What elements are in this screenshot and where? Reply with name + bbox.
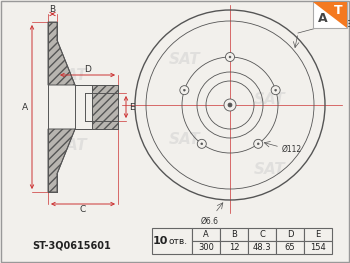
Text: A: A (318, 13, 328, 26)
Text: SAT: SAT (254, 163, 286, 178)
Polygon shape (75, 85, 92, 129)
Text: 300: 300 (198, 243, 214, 252)
Text: Ø112: Ø112 (282, 144, 302, 154)
Text: SAT: SAT (169, 133, 201, 148)
Text: SAT: SAT (254, 93, 286, 108)
Text: D: D (287, 230, 293, 239)
Circle shape (228, 103, 232, 107)
Bar (220, 228, 248, 241)
Text: C: C (80, 205, 86, 215)
Polygon shape (92, 85, 118, 129)
Text: ST-3Q0615601: ST-3Q0615601 (33, 241, 111, 251)
Text: Ø6.6: Ø6.6 (201, 217, 219, 226)
Text: 48.3: 48.3 (253, 243, 271, 252)
Bar (192, 228, 220, 241)
Circle shape (225, 53, 234, 62)
Bar (276, 241, 304, 254)
Text: SAT: SAT (169, 53, 201, 68)
Bar (192, 241, 220, 254)
Circle shape (197, 139, 206, 148)
Text: отв.: отв. (168, 236, 188, 245)
Circle shape (201, 143, 203, 145)
Text: Ø15.3(9): Ø15.3(9) (330, 21, 350, 29)
Bar (313, 2, 347, 28)
Bar (248, 228, 276, 241)
Text: 10: 10 (152, 236, 168, 246)
Bar (304, 241, 332, 254)
Circle shape (254, 139, 263, 148)
Circle shape (271, 86, 280, 95)
Text: E: E (315, 230, 321, 239)
Polygon shape (313, 2, 347, 28)
Bar (152, 228, 192, 254)
Circle shape (180, 86, 189, 95)
Circle shape (183, 89, 186, 91)
Text: SAT: SAT (56, 68, 88, 83)
Circle shape (229, 56, 231, 58)
Text: B: B (231, 230, 237, 239)
Text: SAT: SAT (56, 138, 88, 153)
Circle shape (257, 143, 259, 145)
Text: 12: 12 (229, 243, 239, 252)
Circle shape (275, 89, 276, 91)
Text: A: A (22, 103, 28, 112)
Bar (304, 228, 332, 241)
Text: 154: 154 (310, 243, 326, 252)
Text: D: D (84, 64, 91, 73)
Text: E: E (129, 103, 135, 112)
Text: 65: 65 (285, 243, 295, 252)
Polygon shape (48, 22, 75, 85)
Text: A: A (203, 230, 209, 239)
Text: C: C (259, 230, 265, 239)
Bar (276, 228, 304, 241)
Circle shape (224, 99, 236, 111)
Text: T: T (334, 3, 342, 17)
Polygon shape (48, 129, 75, 192)
Bar (220, 241, 248, 254)
Text: B: B (49, 4, 56, 13)
Bar (248, 241, 276, 254)
